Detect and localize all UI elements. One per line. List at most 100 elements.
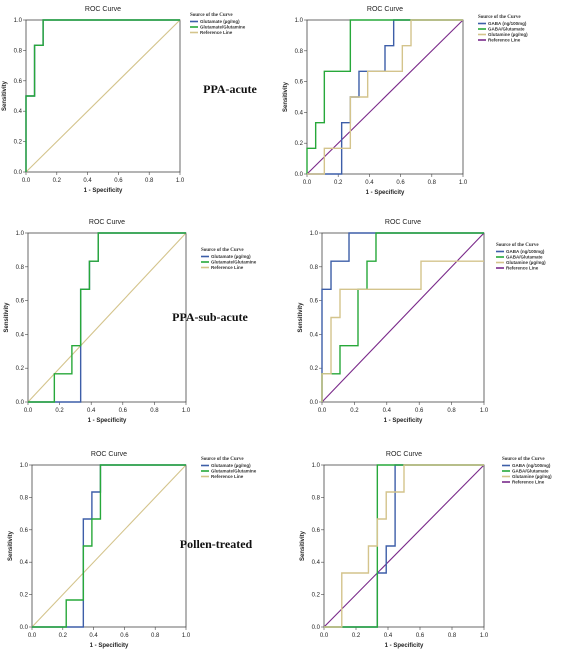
x-tick-label: 0.8 bbox=[150, 408, 159, 414]
x-tick-label: 0.0 bbox=[28, 633, 37, 639]
x-axis-label: 1 - Specificity bbox=[385, 643, 424, 649]
series-line-reference-line bbox=[323, 464, 485, 628]
legend-entry: Reference Line bbox=[211, 265, 244, 270]
series-line-glutamine-g-mg bbox=[324, 464, 484, 628]
x-tick-label: 0.6 bbox=[120, 633, 129, 639]
legend-entry: Glutamine (µg/mg) bbox=[488, 32, 528, 37]
y-tick-label: 0.6 bbox=[20, 528, 29, 534]
y-tick-label: 0.0 bbox=[20, 625, 29, 631]
series-line-reference-line bbox=[31, 464, 187, 628]
y-tick-label: 0.2 bbox=[20, 593, 29, 599]
y-tick-label: 0.6 bbox=[312, 528, 321, 534]
chart-title: ROC Curve bbox=[367, 6, 403, 13]
x-tick-label: 0.0 bbox=[318, 408, 327, 414]
legend-title: Source of the Curve bbox=[502, 457, 545, 462]
series-line-gaba-ng-100mg bbox=[321, 232, 484, 402]
legend-entry: GABA (ng/100mg) bbox=[512, 463, 551, 468]
x-tick-label: 0.6 bbox=[416, 633, 425, 639]
legend-entry: GABA (ng/100mg) bbox=[488, 21, 527, 26]
legend-entry: Reference Line bbox=[211, 474, 244, 479]
y-tick-label: 0.6 bbox=[295, 80, 304, 86]
legend-entry: Glutamate (µg/mg) bbox=[200, 19, 240, 24]
chart-title: ROC Curve bbox=[91, 451, 127, 458]
y-axis-label: Sensitivity bbox=[298, 302, 304, 333]
x-tick-label: 1.0 bbox=[480, 633, 489, 639]
y-tick-label: 1.0 bbox=[20, 463, 29, 469]
roc-panel-1: ROC Curve 0.0 0.2 0.4 0.6 0.8 1.0 0.0 0.2 0.4 0.6 0… bbox=[2, 6, 246, 194]
y-tick-label: 0.2 bbox=[310, 366, 319, 372]
legend-entry: Glutamate/Glutamine bbox=[200, 25, 246, 30]
chart-title: ROC Curve bbox=[385, 219, 421, 226]
x-tick-label: 0.2 bbox=[334, 180, 343, 186]
x-tick-label: 0.8 bbox=[428, 180, 437, 186]
x-tick-label: 0.0 bbox=[303, 180, 312, 186]
x-axis-label: 1 - Specificity bbox=[88, 418, 127, 424]
x-tick-label: 0.2 bbox=[352, 633, 361, 639]
y-tick-label: 0.8 bbox=[312, 495, 321, 501]
y-tick-label: 0.8 bbox=[20, 495, 29, 501]
x-tick-label: 0.4 bbox=[384, 633, 393, 639]
roc-panel-5: ROC Curve 0.0 0.2 0.4 0.6 0.8 1.0 0.0 0.2 0.4 0.6 0… bbox=[8, 451, 257, 649]
y-tick-label: 0.0 bbox=[295, 172, 304, 178]
series-line-glutamine-g-mg bbox=[307, 19, 463, 175]
y-axis-label: Sensitivity bbox=[4, 302, 10, 333]
x-axis-label: 1 - Specificity bbox=[384, 418, 423, 424]
legend-title: Source of the Curve bbox=[201, 248, 244, 253]
condition-label: Pollen-treated bbox=[180, 537, 253, 551]
y-tick-label: 1.0 bbox=[310, 231, 319, 237]
legend-entry: Reference Line bbox=[200, 30, 233, 35]
legend-entry: GABA/Glutamate bbox=[488, 27, 525, 32]
roc-panel-3: ROC Curve 0.0 0.2 0.4 0.6 0.8 1.0 0.0 0.2 0.4 0.6 0… bbox=[4, 219, 257, 424]
series-line-reference-line bbox=[25, 19, 181, 173]
roc-panel-6: ROC Curve 0.0 0.2 0.4 0.6 0.8 1.0 0.0 0.2 0.4 0.6 0… bbox=[300, 451, 552, 649]
x-axis-label: 1 - Specificity bbox=[84, 188, 123, 194]
condition-label: PPA-sub-acute bbox=[172, 310, 248, 324]
y-axis-label: Sensitivity bbox=[300, 530, 306, 561]
y-tick-label: 1.0 bbox=[14, 18, 23, 24]
chart-title: ROC Curve bbox=[85, 6, 121, 13]
x-tick-label: 0.6 bbox=[396, 180, 405, 186]
legend-entry: Glutamate/Glutamine bbox=[211, 260, 257, 265]
y-tick-label: 0.4 bbox=[20, 560, 29, 566]
y-tick-label: 0.4 bbox=[16, 332, 25, 338]
series-line-glutamine-g-mg bbox=[321, 260, 484, 402]
x-tick-label: 0.2 bbox=[53, 178, 62, 184]
x-tick-label: 1.0 bbox=[459, 180, 468, 186]
legend-entry: Glutamate/Glutamine bbox=[211, 469, 257, 474]
series-line-glutamate-glutamine bbox=[32, 464, 186, 628]
x-tick-label: 0.4 bbox=[383, 408, 392, 414]
legend-entry: GABA/Glutamate bbox=[512, 469, 549, 474]
y-tick-label: 1.0 bbox=[295, 18, 304, 24]
x-tick-label: 0.4 bbox=[83, 178, 92, 184]
legend-entry: Reference Line bbox=[488, 38, 521, 43]
y-axis-label: Sensitivity bbox=[2, 80, 8, 111]
y-tick-label: 1.0 bbox=[16, 231, 25, 237]
legend-entry: Glutamate (µg/mg) bbox=[211, 254, 251, 259]
x-tick-label: 0.4 bbox=[87, 408, 96, 414]
x-tick-label: 1.0 bbox=[182, 633, 191, 639]
series-line-glutamate-glutamine bbox=[25, 19, 180, 172]
y-tick-label: 0.2 bbox=[295, 141, 304, 147]
legend-entry: Reference Line bbox=[512, 480, 545, 485]
y-tick-label: 0.4 bbox=[310, 332, 319, 338]
legend-title: Source of the Curve bbox=[201, 457, 244, 462]
x-tick-label: 0.8 bbox=[448, 633, 457, 639]
x-tick-label: 0.8 bbox=[145, 178, 154, 184]
y-axis-label: Sensitivity bbox=[283, 81, 289, 112]
legend-entry: GABA/Glutamate bbox=[506, 255, 543, 260]
chart-title: ROC Curve bbox=[89, 219, 125, 226]
y-tick-label: 0.2 bbox=[16, 366, 25, 372]
chart-title: ROC Curve bbox=[386, 451, 422, 458]
series-line-gaba-glutamate bbox=[306, 19, 463, 174]
y-tick-label: 1.0 bbox=[312, 463, 321, 469]
x-tick-label: 0.4 bbox=[365, 180, 374, 186]
legend-entry: Glutamine (µg/mg) bbox=[506, 260, 546, 265]
x-tick-label: 1.0 bbox=[480, 408, 489, 414]
x-axis-label: 1 - Specificity bbox=[366, 190, 405, 196]
x-axis-label: 1 - Specificity bbox=[90, 643, 129, 649]
y-tick-label: 0.8 bbox=[310, 265, 319, 271]
